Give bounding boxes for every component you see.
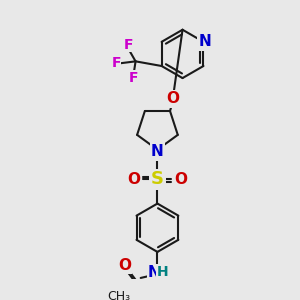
Text: F: F <box>111 56 121 70</box>
Text: O: O <box>167 91 180 106</box>
Text: CH₃: CH₃ <box>107 290 130 300</box>
Text: O: O <box>118 258 131 273</box>
Text: H: H <box>156 266 168 279</box>
Text: F: F <box>129 71 139 85</box>
Text: N: N <box>151 144 164 159</box>
Text: F: F <box>123 38 133 52</box>
Text: N: N <box>199 34 212 49</box>
Text: N: N <box>147 265 160 280</box>
Text: O: O <box>128 172 141 187</box>
Text: S: S <box>151 170 164 188</box>
Text: O: O <box>174 172 187 187</box>
